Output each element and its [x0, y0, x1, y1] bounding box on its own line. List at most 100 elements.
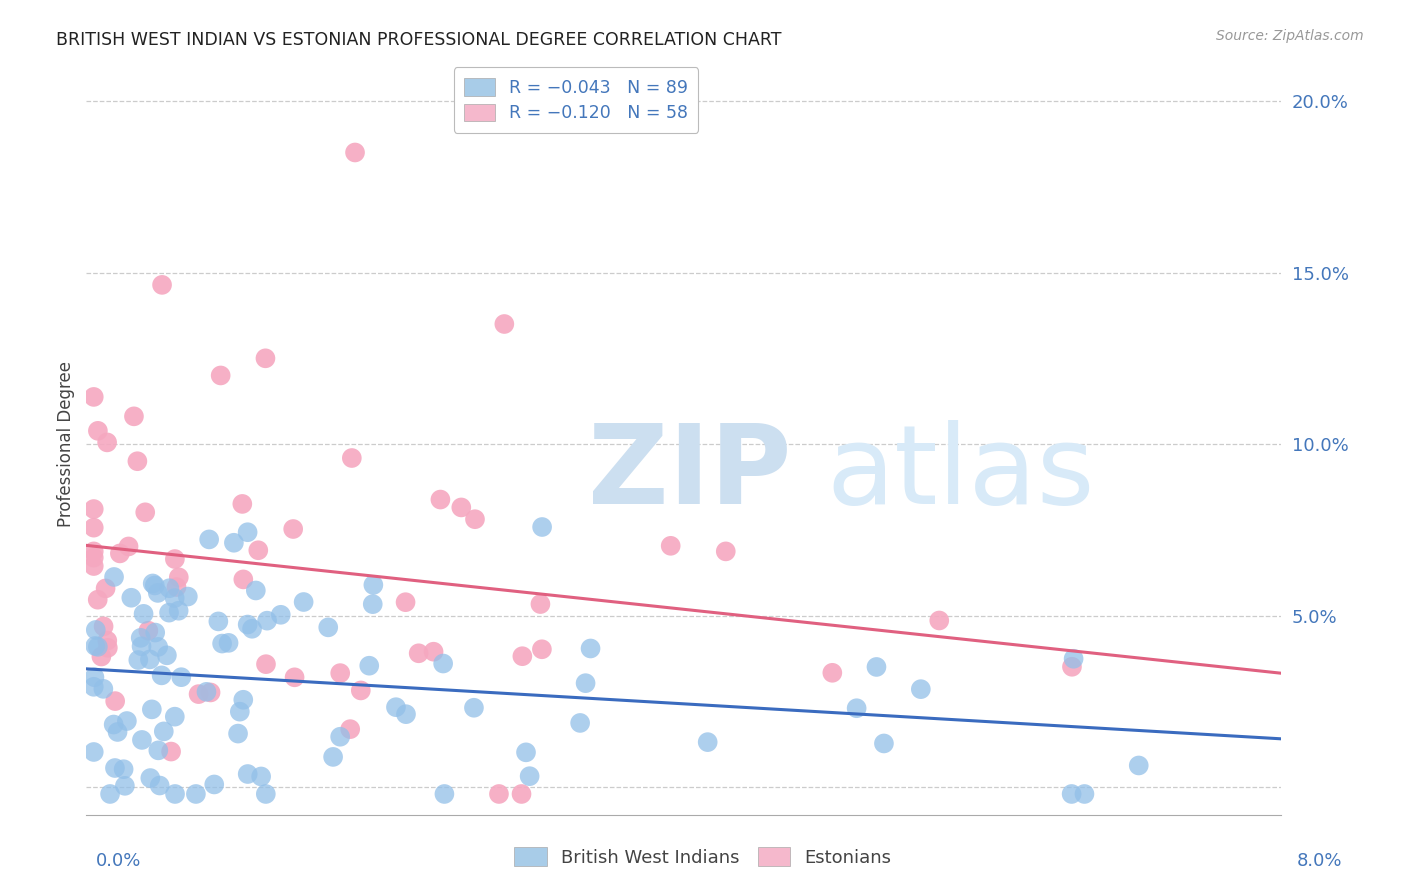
Point [433, 787, 456, 801]
Point [93, 681, 115, 696]
Text: 0.0%: 0.0% [96, 852, 141, 870]
Point [283, 522, 305, 536]
Point [156, 648, 179, 663]
Point [1063, 652, 1085, 666]
Point [344, 145, 367, 160]
Point [696, 735, 718, 749]
Point [488, 787, 510, 801]
Point [494, 317, 516, 331]
Point [83, 544, 105, 558]
Point [579, 641, 602, 656]
Point [104, 694, 127, 708]
Point [408, 646, 430, 660]
Point [529, 597, 551, 611]
Point [240, 622, 263, 636]
Point [322, 750, 344, 764]
Point [254, 787, 277, 801]
Point [83, 502, 105, 516]
Point [211, 636, 233, 650]
Point [463, 700, 485, 714]
Point [340, 450, 363, 465]
Point [98, 787, 121, 801]
Point [292, 595, 315, 609]
Point [150, 277, 173, 292]
Point [93, 619, 115, 633]
Point [141, 702, 163, 716]
Point [229, 705, 252, 719]
Point [394, 595, 416, 609]
Point [107, 725, 129, 739]
Point [114, 779, 136, 793]
Point [256, 614, 278, 628]
Point [519, 769, 541, 783]
Point [363, 578, 385, 592]
Point [250, 769, 273, 783]
Point [167, 604, 190, 618]
Point [245, 583, 267, 598]
Text: 8.0%: 8.0% [1298, 852, 1343, 870]
Point [146, 640, 169, 654]
Point [1128, 758, 1150, 772]
Point [157, 581, 180, 595]
Point [143, 625, 166, 640]
Point [236, 767, 259, 781]
Point [163, 709, 186, 723]
Point [127, 653, 149, 667]
Point [236, 525, 259, 540]
Point [83, 670, 105, 684]
Point [207, 615, 229, 629]
Point [1073, 787, 1095, 801]
Point [531, 520, 554, 534]
Point [96, 633, 118, 648]
Point [108, 546, 131, 560]
Point [845, 701, 868, 715]
Point [142, 576, 165, 591]
Point [464, 512, 486, 526]
Point [166, 580, 188, 594]
Point [149, 779, 172, 793]
Point [232, 573, 254, 587]
Point [139, 771, 162, 785]
Point [87, 592, 110, 607]
Point [200, 685, 222, 699]
Point [112, 762, 135, 776]
Point [510, 787, 533, 801]
Y-axis label: Professional Degree: Professional Degree [58, 361, 75, 527]
Point [94, 582, 117, 596]
Point [84, 639, 107, 653]
Point [84, 623, 107, 637]
Point [236, 617, 259, 632]
Point [226, 726, 249, 740]
Point [127, 454, 149, 468]
Point [131, 640, 153, 654]
Point [132, 607, 155, 621]
Point [284, 670, 307, 684]
Point [83, 559, 105, 574]
Point [659, 539, 682, 553]
Point [134, 505, 156, 519]
Point [329, 730, 352, 744]
Point [429, 492, 451, 507]
Point [177, 590, 200, 604]
Point [222, 535, 245, 549]
Point [90, 649, 112, 664]
Point [450, 500, 472, 515]
Point [129, 631, 152, 645]
Point [232, 692, 254, 706]
Point [254, 351, 277, 366]
Point [339, 722, 361, 736]
Point [157, 606, 180, 620]
Point [117, 540, 139, 554]
Text: BRITISH WEST INDIAN VS ESTONIAN PROFESSIONAL DEGREE CORRELATION CHART: BRITISH WEST INDIAN VS ESTONIAN PROFESSI… [56, 31, 782, 49]
Point [131, 733, 153, 747]
Point [254, 657, 277, 672]
Point [83, 550, 105, 565]
Point [198, 533, 221, 547]
Point [910, 682, 932, 697]
Point [138, 624, 160, 638]
Point [530, 642, 553, 657]
Point [103, 717, 125, 731]
Point [96, 435, 118, 450]
Point [329, 666, 352, 681]
Point [120, 591, 142, 605]
